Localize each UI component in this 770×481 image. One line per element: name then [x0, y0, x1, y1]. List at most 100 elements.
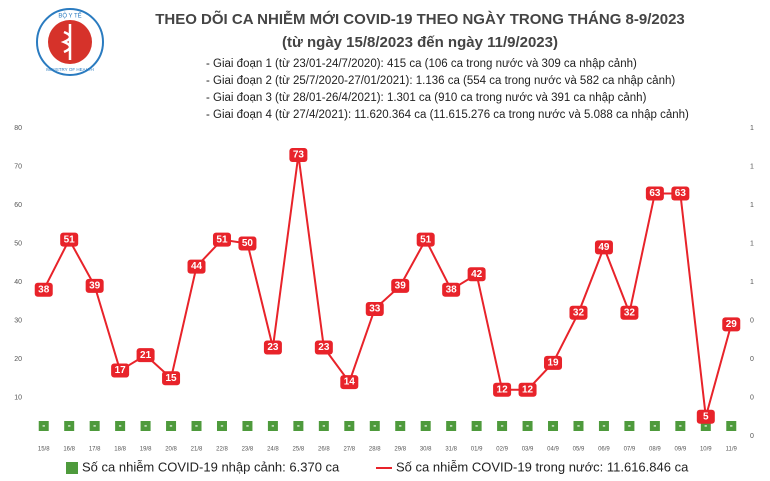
value-label: 12 — [493, 382, 512, 397]
value-label-box — [140, 421, 151, 431]
value-label: - — [191, 420, 202, 431]
value-label-box — [722, 317, 741, 332]
value-label-box — [162, 371, 181, 386]
y2-tick-label: 0 — [750, 356, 754, 363]
value-label: - — [700, 420, 711, 431]
value-label-text: 51 — [64, 234, 76, 245]
value-label-text: 63 — [675, 188, 687, 199]
value-label-text: - — [195, 420, 198, 430]
value-label: - — [140, 420, 151, 431]
value-label-box — [216, 421, 227, 431]
value-label-box — [340, 375, 359, 390]
value-label-box — [391, 278, 410, 293]
value-label: 32 — [569, 305, 588, 320]
x-tick-label: 11/9 — [726, 447, 738, 453]
value-label: - — [598, 420, 609, 431]
x-tick-label: 18/8 — [114, 447, 126, 453]
value-label-text: 32 — [624, 307, 636, 318]
y2-tick-label: 1 — [750, 202, 754, 209]
value-label: 17 — [111, 363, 130, 378]
y-tick-label: 50 — [14, 240, 22, 247]
value-label: - — [38, 420, 49, 431]
value-label-text: - — [679, 420, 682, 430]
chart-title: THEO DÕI CA NHIỄM MỚI COVID-19 THEO NGÀY… — [155, 10, 685, 28]
y-tick-label: 80 — [14, 125, 22, 132]
value-label-text: 42 — [471, 269, 483, 280]
logo-symbol — [60, 24, 72, 60]
value-label-text: - — [653, 420, 656, 430]
value-label-text: - — [450, 420, 453, 430]
value-label-box — [446, 421, 457, 431]
value-label-box — [544, 355, 563, 370]
value-label-box — [89, 421, 100, 431]
value-label-box — [696, 409, 715, 424]
value-label-box — [467, 267, 486, 282]
value-label: 38 — [34, 282, 53, 297]
value-label-box — [569, 305, 588, 320]
value-label-text: - — [93, 420, 96, 430]
value-label-box — [548, 421, 559, 431]
value-label-box — [38, 421, 49, 431]
value-label: - — [89, 420, 100, 431]
value-label: 23 — [314, 340, 333, 355]
value-label: - — [166, 420, 177, 431]
value-label: 73 — [289, 147, 308, 162]
value-label-box — [191, 421, 202, 431]
value-label-box — [267, 421, 278, 431]
value-label-text: 14 — [344, 377, 356, 388]
value-label-box — [318, 421, 329, 431]
value-label-text: 33 — [369, 304, 381, 315]
value-label-box — [212, 232, 231, 247]
value-label-text: - — [297, 420, 300, 430]
legend-label: Số ca nhiễm COVID-19 nhập cảnh: 6.370 ca — [82, 459, 340, 474]
y2-tick-label: 1 — [750, 240, 754, 247]
value-label: 42 — [467, 267, 486, 282]
logo: BỘ Y TẾ MINISTRY OF HEALTH — [36, 8, 104, 76]
logo-bottom: MINISTRY OF HEALTH — [46, 67, 94, 72]
value-label-box — [518, 382, 537, 397]
value-label-text: 29 — [726, 319, 738, 330]
value-label: 51 — [60, 232, 79, 247]
value-label: - — [522, 420, 533, 431]
y-tick-label: 30 — [14, 317, 22, 324]
x-tick-label: 27/8 — [343, 447, 355, 453]
x-tick-label: 31/8 — [445, 447, 457, 453]
value-label-text: - — [577, 420, 580, 430]
value-label-box — [420, 421, 431, 431]
x-tick-label: 20/8 — [165, 447, 177, 453]
value-label: - — [395, 420, 406, 431]
x-tick-label: 22/8 — [216, 447, 228, 453]
value-label-text: - — [730, 420, 733, 430]
value-label-box — [624, 421, 635, 431]
value-label-text: - — [348, 420, 351, 430]
value-label-text: - — [373, 420, 376, 430]
value-label-text: - — [424, 420, 427, 430]
value-label-box — [442, 282, 461, 297]
value-label-box — [60, 232, 79, 247]
value-label: 23 — [263, 340, 282, 355]
value-label-text: - — [220, 420, 223, 430]
value-label-text: 39 — [89, 280, 101, 291]
x-tick-label: 17/8 — [89, 447, 101, 453]
value-label: 63 — [671, 186, 690, 201]
value-label-box — [471, 421, 482, 431]
value-label-box — [700, 421, 711, 431]
value-label-text: - — [119, 420, 122, 430]
x-tick-label: 26/8 — [318, 447, 330, 453]
value-label: 14 — [340, 375, 359, 390]
x-tick-label: 07/9 — [624, 447, 636, 453]
x-tick-label: 23/8 — [242, 447, 254, 453]
value-label: 51 — [212, 232, 231, 247]
annotation: - Giai đoạn 2 (từ 25/7/2020-27/01/2021):… — [206, 75, 675, 87]
value-label-text: - — [42, 420, 45, 430]
value-label-text: 23 — [267, 342, 279, 353]
x-tick-label: 24/8 — [267, 447, 279, 453]
value-label-box — [671, 186, 690, 201]
value-label-box — [594, 240, 613, 255]
value-label-box — [115, 421, 126, 431]
value-label-text: - — [628, 420, 631, 430]
value-label: - — [115, 420, 126, 431]
value-label: - — [624, 420, 635, 431]
value-label-text: 23 — [318, 342, 330, 353]
